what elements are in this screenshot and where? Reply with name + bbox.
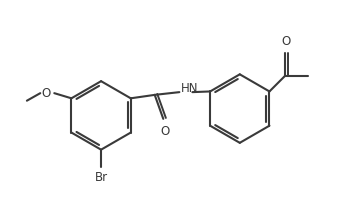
Text: O: O (41, 87, 51, 100)
Text: HN: HN (181, 82, 199, 95)
Text: O: O (281, 35, 291, 48)
Text: Br: Br (94, 171, 108, 184)
Text: O: O (160, 125, 170, 138)
